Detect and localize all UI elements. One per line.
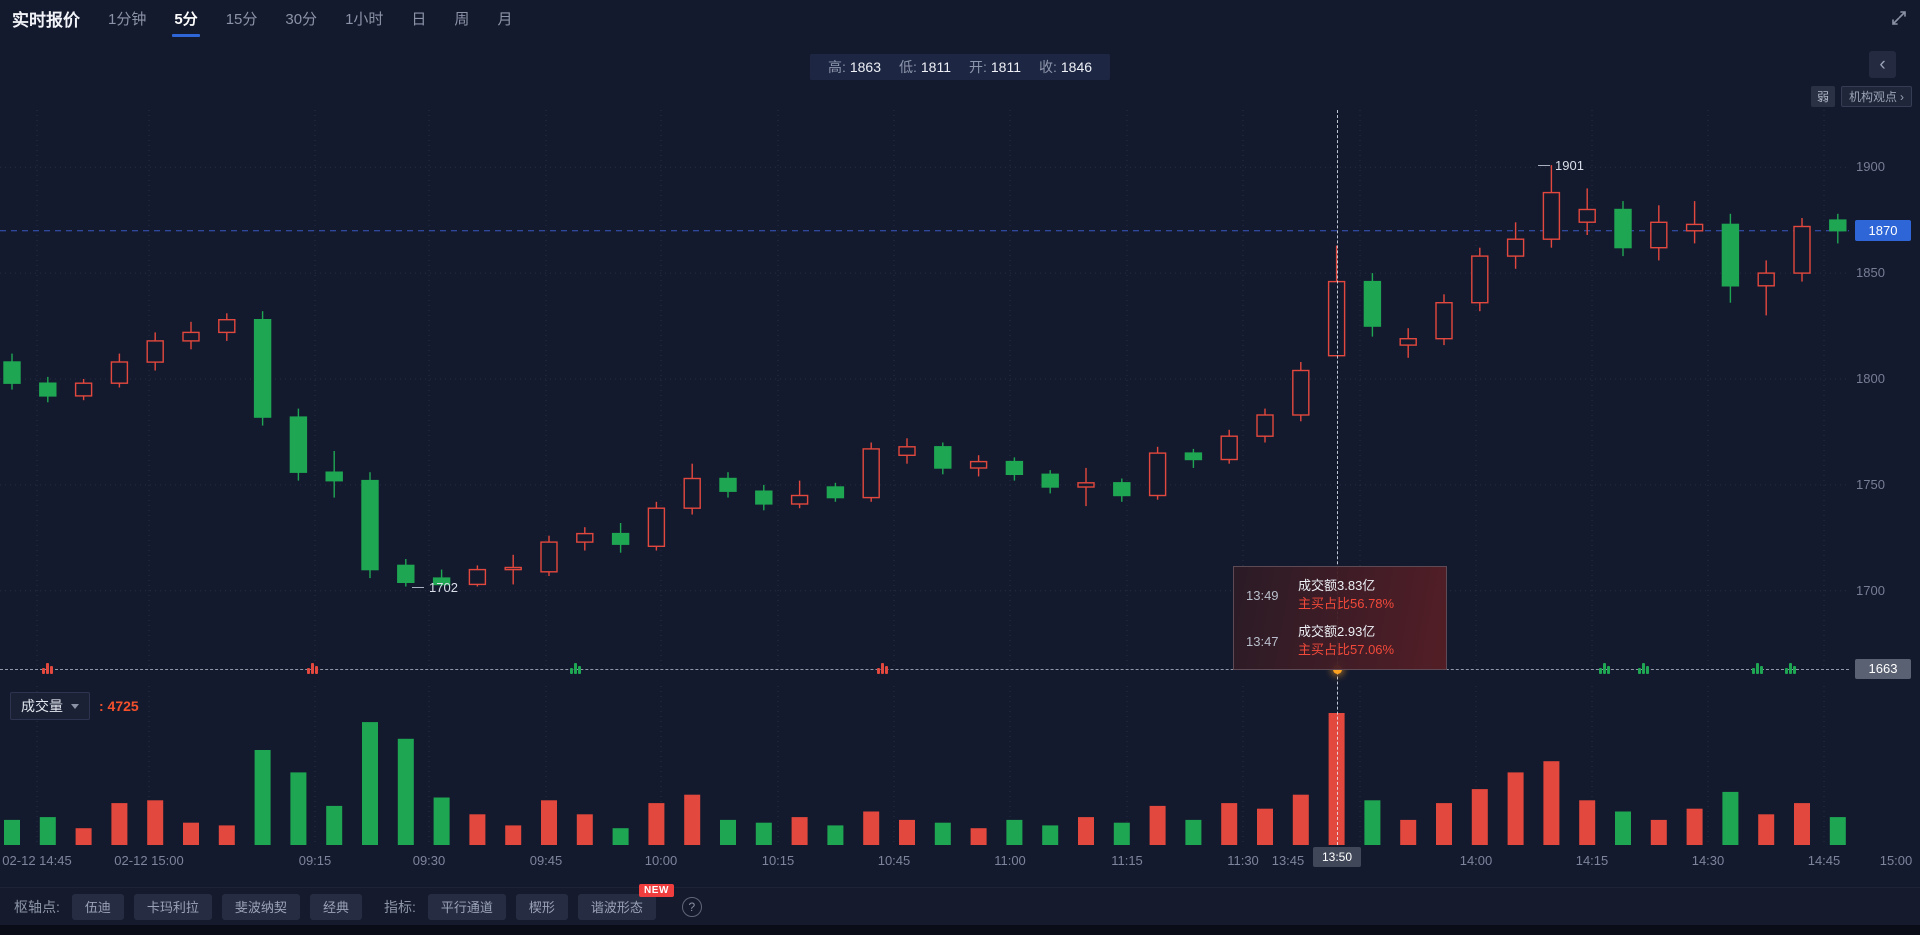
org-view-badge[interactable]: 机构观点 › — [1840, 86, 1912, 107]
pivot-button-fibonacci[interactable]: 斐波纳契 — [221, 893, 300, 920]
price-candlestick-chart[interactable] — [0, 96, 1920, 672]
chevron-down-icon — [71, 703, 79, 709]
pivot-buttons: 伍迪 卡玛利拉 斐波纳契 经典 — [71, 893, 362, 920]
tab-1hour[interactable]: 1小时 — [345, 11, 384, 28]
lower-bound-price-tag: 1663 — [1855, 659, 1911, 679]
indicator-button-wedge[interactable]: 楔形 — [515, 893, 568, 920]
time-label: 10:45 — [877, 853, 911, 868]
signal-marker-icon — [307, 663, 318, 674]
time-label: 10:15 — [761, 853, 795, 868]
tab-15min[interactable]: 15分 — [225, 11, 258, 28]
time-label: 09:15 — [298, 853, 332, 868]
pivot-button-classic[interactable]: 经典 — [309, 893, 362, 920]
volume-value: : 4725 — [99, 698, 139, 714]
tab-1min[interactable]: 1分钟 — [108, 11, 147, 28]
org-view-label: 机构观点 — [1848, 90, 1897, 104]
new-badge: NEW — [639, 883, 674, 897]
signal-marker-icon — [1752, 663, 1763, 674]
signal-marker-icon — [570, 663, 581, 674]
strength-badge[interactable]: 弱 — [1810, 86, 1835, 107]
time-label: 11:00 — [994, 853, 1026, 868]
topbar: 实时报价 1分钟 5分 15分 30分 1小时 日 周 月 — [0, 0, 1920, 37]
time-label: 02-12 14:45 — [2, 853, 72, 868]
tab-5min[interactable]: 5分 — [172, 0, 201, 37]
tooltip-row: 13:49 成交额3.83亿 主买占比56.78% — [1246, 578, 1395, 611]
crosshair-line — [1337, 110, 1338, 845]
signal-marker-icon — [877, 663, 888, 674]
crosshair-time-tag: 13:50 — [1313, 847, 1361, 867]
pivot-button-woodie[interactable]: 伍迪 — [71, 893, 124, 920]
price-annotation: 1901 — [1538, 158, 1584, 173]
time-label: 09:30 — [412, 853, 446, 868]
indicator-button-parallel-channel[interactable]: 平行通道 — [427, 893, 506, 920]
bottom-toolbar: 枢轴点: 伍迪 卡玛利拉 斐波纳契 经典 指标: 平行通道 楔形 谐波形态 NEW ? — [0, 883, 1920, 925]
chevron-right-icon: › — [1900, 89, 1904, 104]
ohlc-bar: 高: 1863 低: 1811 开: 1811 收: 1846 — [809, 54, 1111, 80]
signal-marker-icon — [1638, 663, 1649, 674]
indicator-button-harmonic-pattern[interactable]: 谐波形态 — [577, 893, 656, 920]
time-label: 13:45 — [1271, 853, 1305, 868]
time-label: 14:00 — [1459, 853, 1493, 868]
signal-marker-icon — [1599, 663, 1610, 674]
price-axis-label: 1750 — [1856, 477, 1885, 492]
sentiment-badges: 弱 机构观点 › — [1810, 86, 1912, 107]
price-axis-label: 1700 — [1856, 583, 1885, 598]
tooltip-row: 13:47 成交额2.93亿 主买占比57.06% — [1246, 624, 1395, 657]
current-price-tag: 1870 — [1855, 220, 1911, 241]
trade-detail-tooltip: 13:49 成交额3.83亿 主买占比56.78% 13:47 成交额2.93亿 主买占比… — [1233, 566, 1447, 670]
volume-header: 成交量 : 4725 — [10, 692, 139, 720]
time-label: 14:45 — [1807, 853, 1841, 868]
time-label: 14:30 — [1691, 853, 1725, 868]
volume-label: 成交量 — [21, 698, 63, 714]
time-label: 11:15 — [1111, 853, 1143, 868]
pivot-button-camarilla[interactable]: 卡玛利拉 — [133, 893, 212, 920]
collapse-button[interactable]: ‹ — [1869, 51, 1896, 78]
expand-icon[interactable] — [1890, 9, 1908, 32]
time-label: 14:15 — [1575, 853, 1609, 868]
ohlc-item: 低: 1811 — [899, 59, 951, 75]
tab-day[interactable]: 日 — [411, 11, 427, 28]
time-label: 09:45 — [529, 853, 563, 868]
pivot-label: 枢轴点: — [14, 898, 60, 915]
indicator-buttons: 平行通道 楔形 谐波形态 NEW — [427, 883, 674, 920]
signal-marker-icon — [1785, 663, 1796, 674]
timeframe-tabs: 1分钟 5分 15分 30分 1小时 日 周 月 — [108, 0, 512, 37]
price-axis-label: 1800 — [1856, 371, 1885, 386]
chevron-left-icon: ‹ — [1879, 53, 1886, 75]
price-axis-label: 1900 — [1856, 159, 1885, 174]
time-label: 11:30 — [1227, 853, 1259, 868]
ohlc-item: 开: 1811 — [969, 59, 1021, 75]
page-title: 实时报价 — [12, 11, 80, 30]
volume-indicator-select[interactable]: 成交量 — [10, 692, 90, 720]
time-label: 10:00 — [644, 853, 678, 868]
ohlc-item: 高: 1863 — [827, 59, 881, 75]
time-axis: 02-12 14:45 02-12 15:00 09:15 09:30 09:45 10:… — [0, 853, 1920, 873]
ohlc-item: 收: 1846 — [1039, 59, 1093, 75]
bottom-strip — [0, 925, 1920, 935]
price-axis-label: 1850 — [1856, 265, 1885, 280]
time-label: 02-12 15:00 — [114, 853, 184, 868]
volume-bar-chart[interactable] — [0, 686, 1920, 847]
help-icon[interactable]: ? — [681, 896, 702, 917]
tab-month[interactable]: 月 — [497, 11, 513, 28]
tab-week[interactable]: 周 — [454, 11, 470, 28]
indicator-label: 指标: — [383, 898, 416, 915]
tab-30min[interactable]: 30分 — [285, 11, 318, 28]
signal-marker-icon — [42, 663, 53, 674]
pane-separator-line — [0, 669, 1849, 670]
price-annotation: 1702 — [412, 580, 458, 595]
time-label: 15:00 — [1879, 853, 1913, 868]
